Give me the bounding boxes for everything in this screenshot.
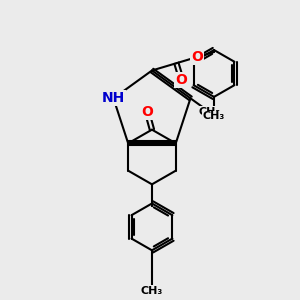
Text: O: O <box>176 73 188 87</box>
Text: CH₃: CH₃ <box>141 286 163 296</box>
Text: O: O <box>191 50 203 64</box>
Text: O: O <box>141 105 153 119</box>
Text: CH₃: CH₃ <box>198 107 221 117</box>
Text: CH₃: CH₃ <box>203 111 225 122</box>
Text: NH: NH <box>102 91 125 105</box>
